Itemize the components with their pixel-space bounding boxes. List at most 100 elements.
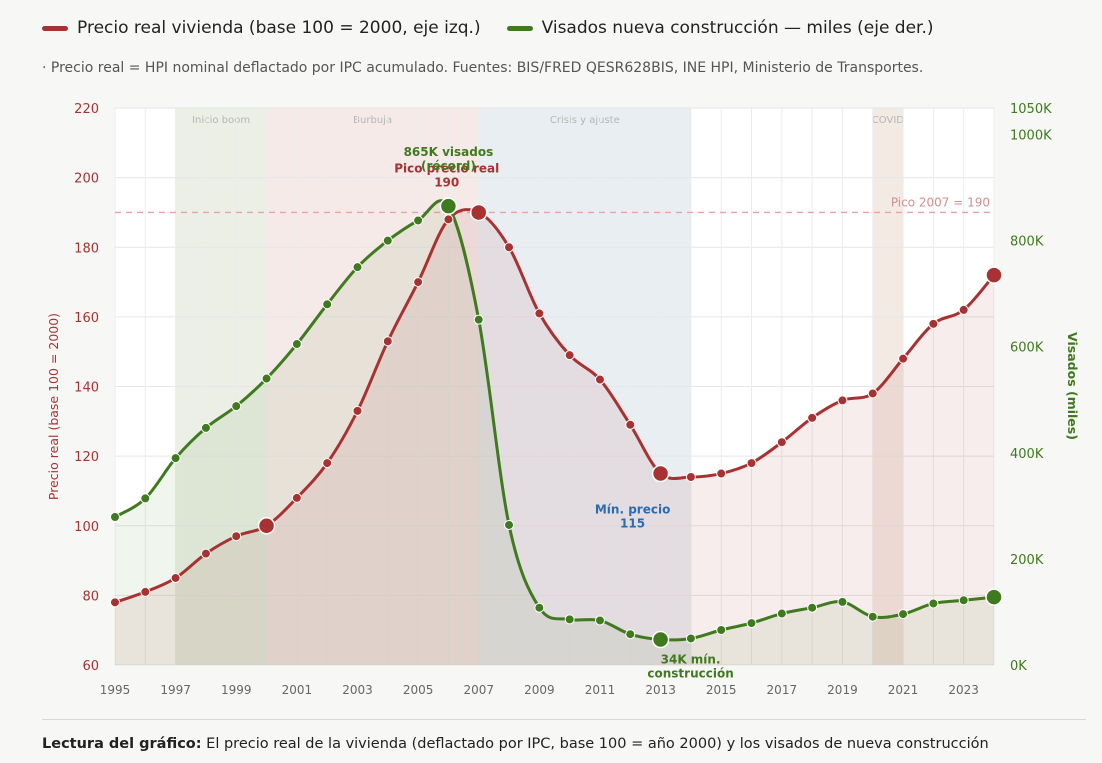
data-point-s0-2004 bbox=[382, 336, 393, 347]
data-point-s0-2019 bbox=[837, 395, 848, 406]
data-point-s0-2022 bbox=[928, 318, 939, 329]
legend-label-permits: Visados nueva construcción — miles (eje … bbox=[541, 18, 934, 38]
x-tick-1: 1997 bbox=[160, 683, 191, 697]
annotation-2-line-0: Mín. precio bbox=[595, 503, 670, 517]
annotation-1-line-0: 865K visados bbox=[404, 145, 494, 159]
x-tick-8: 2011 bbox=[585, 683, 616, 697]
reference-line-label: Pico 2007 = 190 bbox=[891, 195, 990, 209]
data-point-s1-2023 bbox=[958, 595, 969, 606]
data-point-s0-2000 bbox=[257, 517, 276, 535]
data-point-s0-2024 bbox=[985, 266, 1003, 284]
legend-item-price[interactable]: Precio real vivienda (base 100 = 2000, e… bbox=[42, 18, 481, 38]
data-point-s1-2005 bbox=[413, 215, 424, 226]
data-point-s0-2008 bbox=[504, 242, 515, 253]
source-note: · Precio real = HPI nominal deflactado p… bbox=[42, 60, 924, 76]
data-point-s1-2004 bbox=[382, 235, 393, 246]
data-point-s0-2002 bbox=[322, 458, 333, 469]
data-point-s1-1995 bbox=[110, 511, 120, 522]
legend-swatch-permits bbox=[506, 25, 533, 31]
data-point-s1-2021 bbox=[898, 609, 909, 620]
x-tick-6: 2007 bbox=[463, 683, 494, 697]
dual-axis-line-chart: Inicio boom Burbuja Crisis y ajuste COVID Pi… bbox=[46, 102, 1080, 697]
chart-reading-title: Lectura del gráfico: bbox=[42, 736, 202, 752]
y-right-axis-title: Visados (miles) bbox=[1065, 332, 1080, 440]
annotation-0-line-0: Pico precio real bbox=[394, 161, 499, 175]
x-tick-11: 2017 bbox=[767, 683, 798, 697]
chart-legend: Precio real vivienda (base 100 = 2000, e… bbox=[42, 14, 934, 42]
data-point-s1-2024 bbox=[985, 588, 1003, 606]
data-point-s1-2002 bbox=[322, 299, 333, 310]
y-right-tick-6: 0K bbox=[1010, 659, 1027, 674]
data-point-s0-2014 bbox=[685, 472, 696, 483]
series-area-0 bbox=[115, 209, 994, 666]
annotation-3-line-1: construcción bbox=[647, 667, 733, 681]
legend-item-permits[interactable]: Visados nueva construcción — miles (eje … bbox=[506, 18, 934, 38]
legend-swatch-price bbox=[42, 25, 68, 31]
data-point-s1-2012 bbox=[625, 629, 636, 640]
data-point-s0-2001 bbox=[291, 492, 302, 503]
y-left-tick-6: 100 bbox=[74, 520, 99, 535]
data-point-s0-2005 bbox=[413, 277, 424, 288]
x-tick-9: 2013 bbox=[645, 683, 676, 697]
y-left-tick-2: 180 bbox=[74, 241, 99, 256]
x-tick-3: 2001 bbox=[282, 683, 313, 697]
data-point-s1-2000 bbox=[261, 373, 272, 384]
y-right-tick-0: 1050K bbox=[1010, 102, 1052, 117]
data-point-s1-2020 bbox=[867, 611, 878, 622]
annotation-0-line-1: 190 bbox=[434, 175, 459, 189]
chart-reading-note: Lectura del gráfico: El precio real de l… bbox=[42, 736, 989, 752]
data-point-s0-2010 bbox=[564, 350, 575, 361]
data-point-s0-2013 bbox=[651, 464, 670, 483]
annotation-2-line-1: 115 bbox=[620, 517, 645, 531]
data-point-s0-2018 bbox=[807, 412, 818, 423]
y-left-tick-4: 140 bbox=[74, 381, 99, 396]
x-tick-5: 2005 bbox=[403, 683, 434, 697]
data-point-s0-2017 bbox=[776, 437, 787, 448]
period-label-0: Inicio boom bbox=[192, 115, 250, 126]
footer-divider bbox=[42, 719, 1086, 720]
data-point-s0-2016 bbox=[746, 458, 757, 469]
data-point-s1-2019 bbox=[837, 596, 848, 607]
y-left-tick-7: 80 bbox=[82, 589, 99, 604]
y-left-tick-0: 220 bbox=[74, 102, 99, 117]
x-tick-4: 2003 bbox=[342, 683, 373, 697]
data-point-s0-2021 bbox=[898, 353, 909, 364]
data-point-s0-2003 bbox=[352, 405, 363, 416]
data-point-s1-2008 bbox=[504, 519, 515, 530]
y-left-tick-1: 200 bbox=[74, 172, 99, 187]
x-tick-2: 1999 bbox=[221, 683, 252, 697]
data-point-s1-1997 bbox=[170, 453, 181, 464]
y-right-tick-2: 800K bbox=[1010, 235, 1044, 250]
data-point-s0-2007 bbox=[469, 203, 488, 222]
x-tick-14: 2023 bbox=[948, 683, 979, 697]
data-point-s1-2007 bbox=[473, 314, 484, 325]
annotation-3-line-0: 34K mín. bbox=[661, 653, 721, 667]
x-tick-10: 2015 bbox=[706, 683, 737, 697]
data-point-s0-2006 bbox=[443, 214, 454, 225]
y-right-tick-3: 600K bbox=[1010, 341, 1044, 356]
data-point-s0-1999 bbox=[231, 531, 242, 542]
series-area-1 bbox=[115, 200, 994, 665]
y-right-tick-4: 400K bbox=[1010, 447, 1044, 462]
data-point-s1-2009 bbox=[534, 602, 545, 613]
period-label-2: Crisis y ajuste bbox=[550, 115, 620, 126]
y-right-tick-5: 200K bbox=[1010, 553, 1044, 568]
data-point-s1-2013 bbox=[651, 630, 670, 649]
annotation-1-line-1: (récord) bbox=[421, 159, 476, 173]
data-point-s1-2017 bbox=[776, 608, 787, 619]
data-point-s0-1997 bbox=[170, 572, 181, 583]
data-point-s0-1995 bbox=[110, 597, 120, 608]
data-point-s1-1996 bbox=[140, 493, 151, 504]
data-point-s1-2010 bbox=[564, 614, 575, 625]
y-right-tick-1: 1000K bbox=[1010, 129, 1052, 144]
data-point-s1-1998 bbox=[200, 422, 211, 433]
chart-reading-text: El precio real de la vivienda (deflactad… bbox=[201, 736, 989, 752]
legend-label-price: Precio real vivienda (base 100 = 2000, e… bbox=[77, 18, 481, 38]
x-tick-12: 2019 bbox=[827, 683, 858, 697]
y-left-tick-8: 60 bbox=[82, 659, 99, 674]
data-point-s1-2015 bbox=[716, 624, 727, 635]
y-left-tick-3: 160 bbox=[74, 311, 99, 326]
data-point-s1-2001 bbox=[291, 339, 302, 350]
data-point-s1-2006 bbox=[439, 197, 458, 215]
data-point-s0-2009 bbox=[534, 308, 545, 319]
